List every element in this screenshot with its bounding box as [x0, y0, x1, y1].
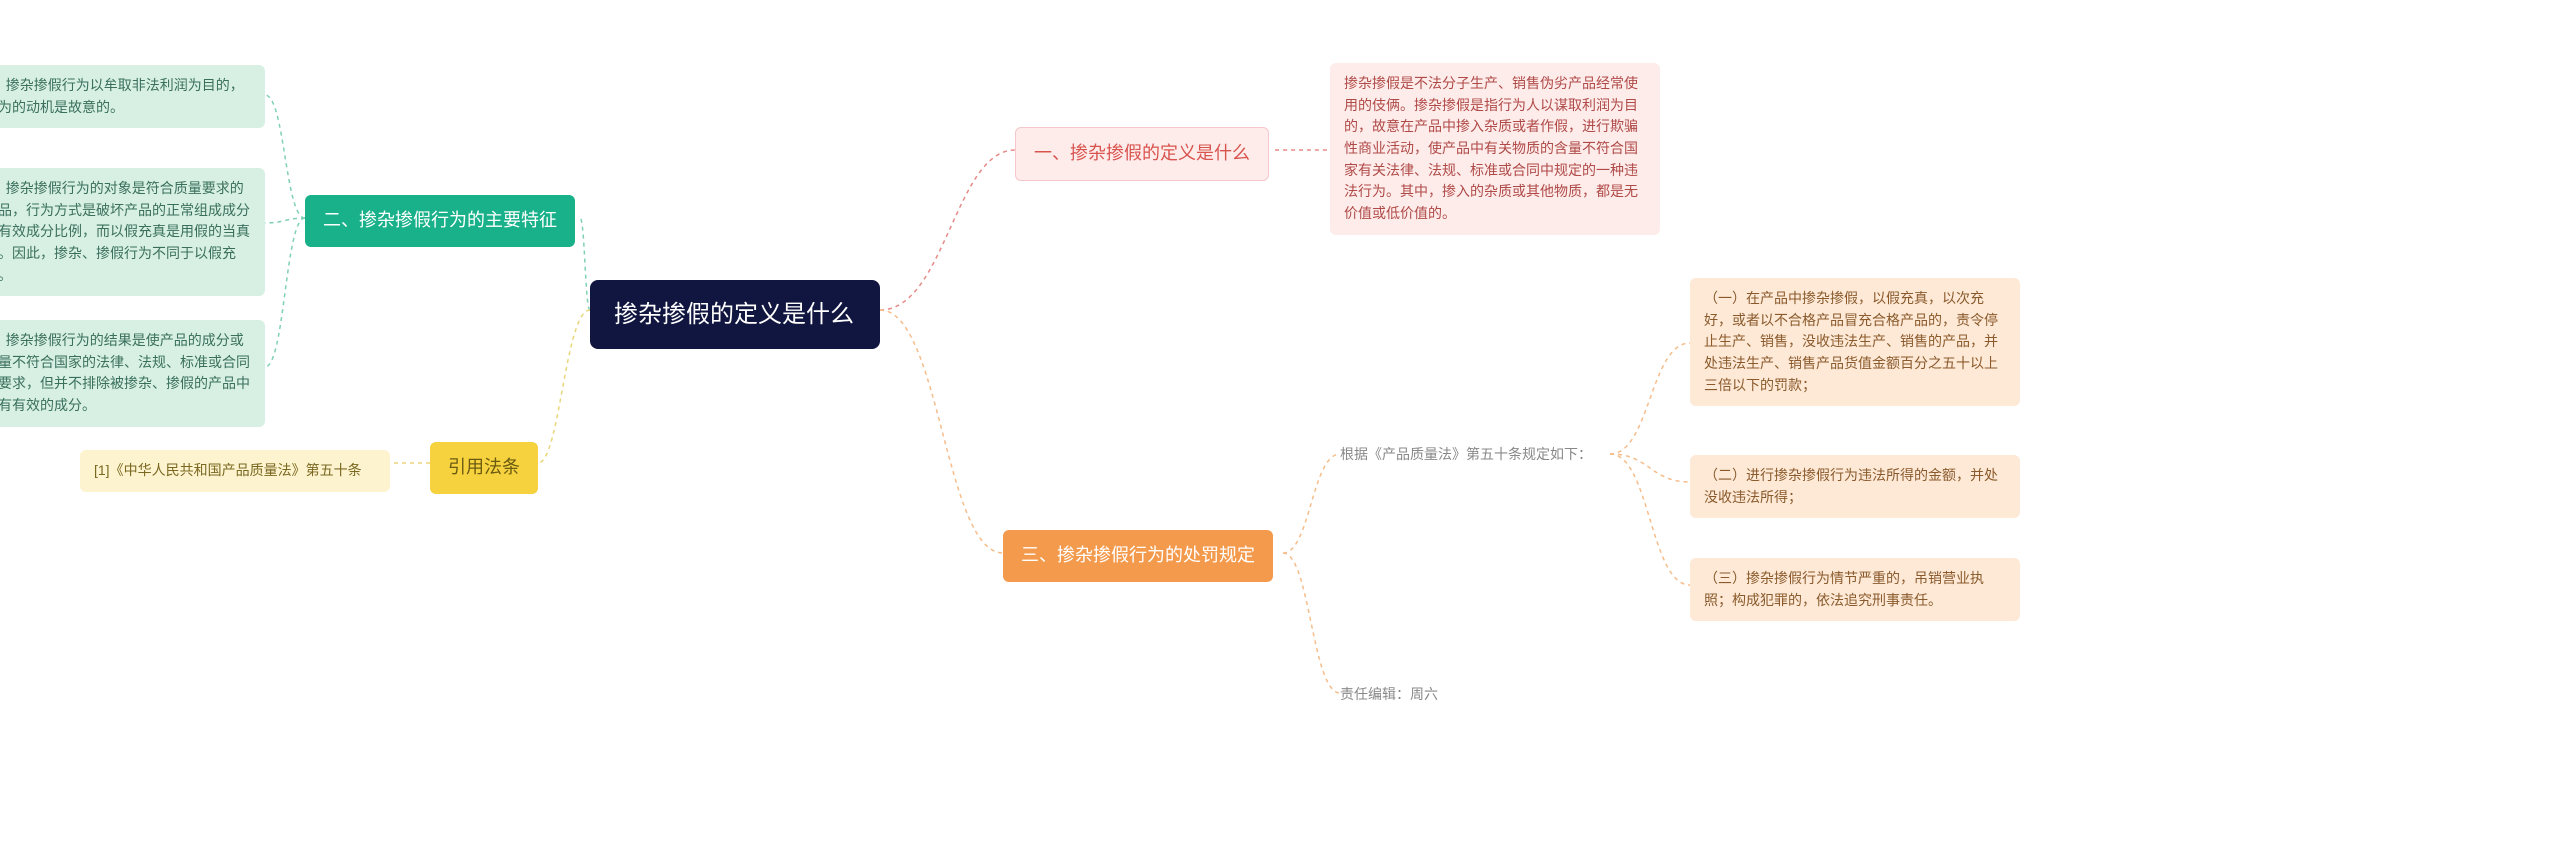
center-node[interactable]: 掺杂掺假的定义是什么	[590, 280, 880, 349]
branch-definition[interactable]: 一、掺杂掺假的定义是什么	[1015, 127, 1269, 181]
leaf-penalty-2: （二）进行掺杂掺假行为违法所得的金额，并处没收违法所得；	[1690, 455, 2020, 518]
sub-penalty-basis: 根据《产品质量法》第五十条规定如下：	[1340, 440, 1610, 470]
editor-credit: 责任编辑：周六	[1340, 680, 1500, 710]
leaf-char-2: 2、掺杂掺假行为的对象是符合质量要求的产品，行为方式是破坏产品的正常组成成分或有…	[0, 168, 265, 296]
leaf-char-3: 3、掺杂掺假行为的结果是使产品的成分或含量不符合国家的法律、法规、标准或合同的要…	[0, 320, 265, 427]
leaf-definition-text: 掺杂掺假是不法分子生产、销售伪劣产品经常使用的伎俩。掺杂掺假是指行为人以谋取利润…	[1330, 63, 1660, 235]
connectors	[0, 0, 2560, 843]
branch-penalty[interactable]: 三、掺杂掺假行为的处罚规定	[1003, 530, 1273, 582]
branch-citation[interactable]: 引用法条	[430, 442, 538, 494]
branch-characteristics[interactable]: 二、掺杂掺假行为的主要特征	[305, 195, 575, 247]
mindmap-canvas: 掺杂掺假的定义是什么 一、掺杂掺假的定义是什么 掺杂掺假是不法分子生产、销售伪劣…	[0, 0, 2560, 843]
leaf-citation-text: [1]《中华人民共和国产品质量法》第五十条	[80, 450, 390, 492]
leaf-penalty-3: （三）掺杂掺假行为情节严重的，吊销营业执照；构成犯罪的，依法追究刑事责任。	[1690, 558, 2020, 621]
leaf-char-1: 1、掺杂掺假行为以牟取非法利润为目的，行为的动机是故意的。	[0, 65, 265, 128]
leaf-penalty-1: （一）在产品中掺杂掺假，以假充真，以次充好，或者以不合格产品冒充合格产品的，责令…	[1690, 278, 2020, 406]
